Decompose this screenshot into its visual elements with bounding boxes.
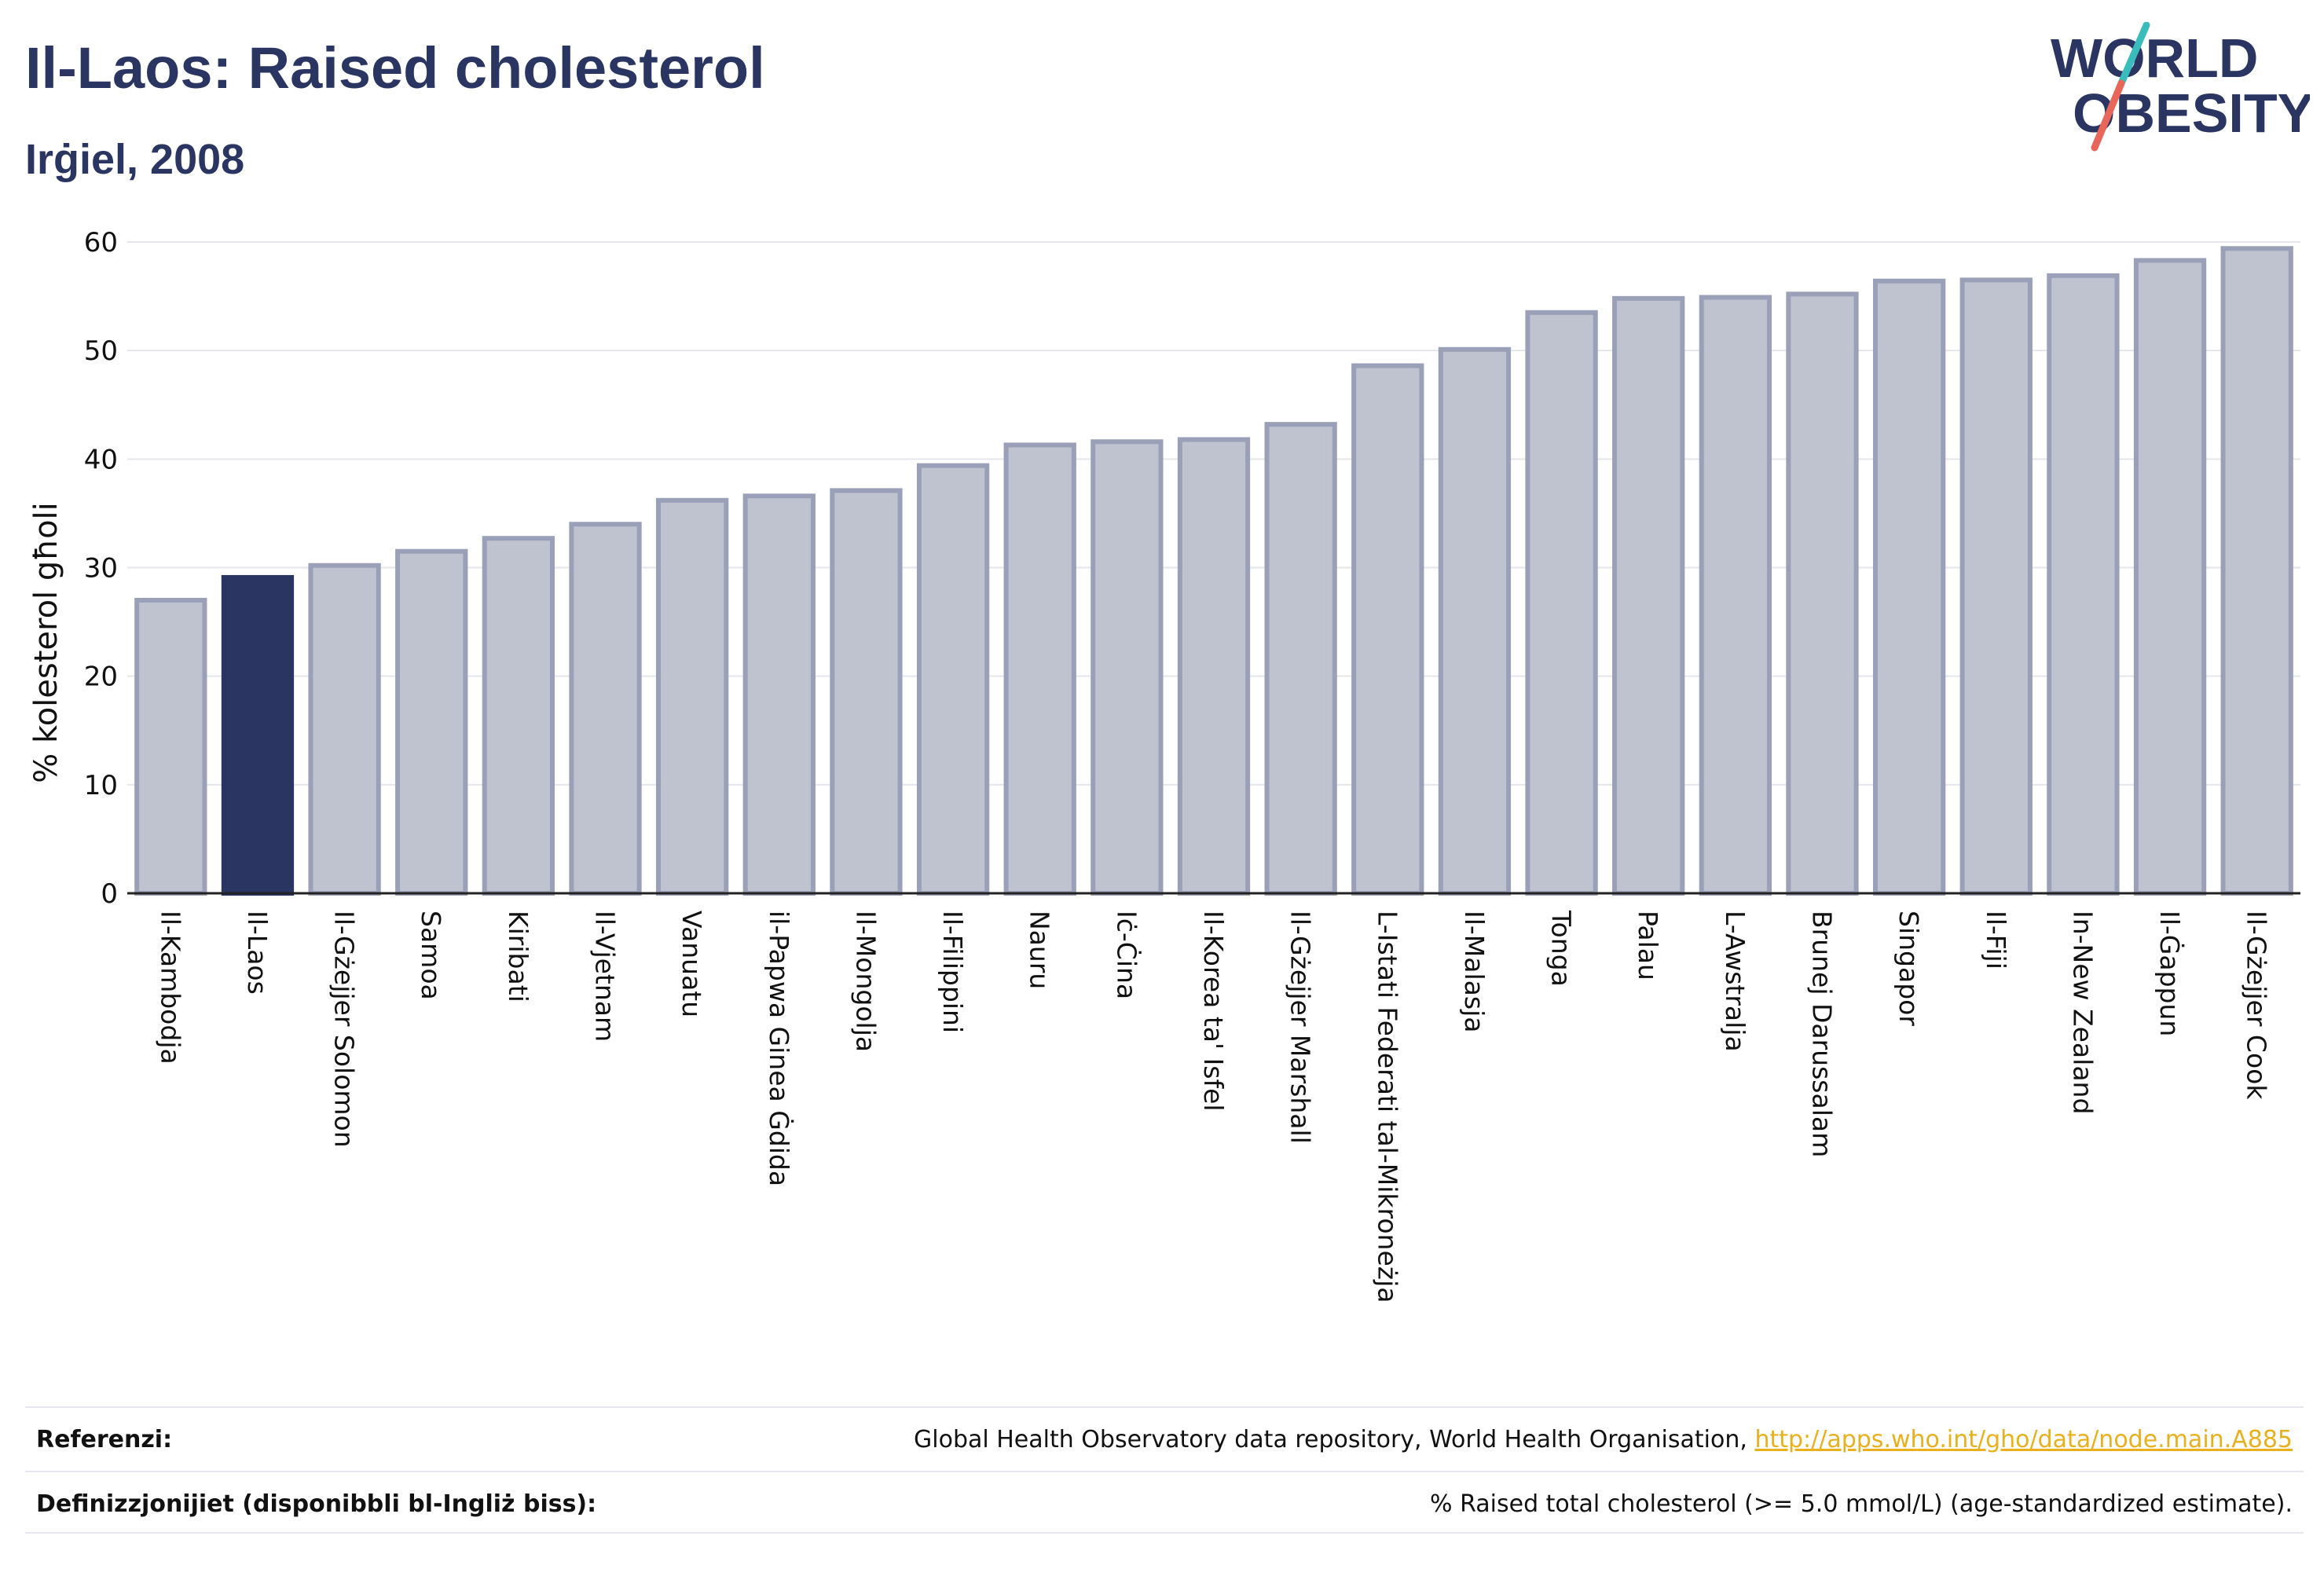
y-tick-label-4: 40 [84, 444, 118, 475]
x-category-label-0: Il-Kambodja [155, 911, 185, 1065]
x-category-label-1: Il-Laos [242, 911, 273, 995]
definitions-label: Definizzjonijiet (disponibbli bl-Ingliż … [36, 1490, 597, 1518]
references-link[interactable]: http://apps.who.int/gho/data/node.main.A… [1754, 1425, 2293, 1453]
x-category-label-19: Brunej Darussalam [1806, 911, 1837, 1157]
bar-7[interactable] [742, 493, 816, 896]
bar-chart: 0 10 20 30 40 50 60 Il-Kambodja Il-Laos Il-Gżejj… [28, 227, 2300, 1303]
bar-2[interactable] [308, 563, 381, 896]
y-tick-label-2: 20 [84, 662, 118, 693]
bars-group [134, 246, 2293, 896]
bar-10[interactable] [1003, 442, 1076, 896]
x-category-label-13: Il-Gżejjer Marshall [1285, 911, 1316, 1144]
chart-title: Il-Laos: Raised cholesterol [25, 35, 765, 101]
bar-20[interactable] [1872, 278, 1946, 896]
bar-9[interactable] [916, 463, 990, 896]
bar-12[interactable] [1177, 437, 1251, 896]
bar-16[interactable] [1525, 310, 1598, 896]
x-category-labels: Il-Kambodja Il-Laos Il-Gżejjer Solomon Samo… [155, 910, 2271, 1303]
x-category-label-6: Vanuatu [676, 911, 707, 1017]
y-tick-label-6: 60 [84, 227, 118, 258]
x-category-label-15: Il-Malasja [1459, 911, 1490, 1032]
bar-22[interactable] [2047, 273, 2120, 896]
chart-subtitle: Irġiel, 2008 [25, 136, 245, 183]
footer-definitions-row: Definizzjonijiet (disponibbli bl-Ingliż … [25, 1471, 2304, 1535]
bar-15[interactable] [1438, 346, 1512, 896]
y-tick-label-3: 30 [84, 553, 118, 585]
bar-5[interactable] [569, 522, 642, 896]
x-category-label-22: In-New Zealand [2067, 911, 2098, 1114]
logo-line-1: WORLD [2051, 27, 2258, 89]
bar-19[interactable] [1786, 291, 1859, 896]
y-axis-label: % kolesterol għoli [28, 502, 64, 783]
bar-1[interactable] [221, 574, 295, 896]
bar-17[interactable] [1612, 295, 1685, 896]
bar-14[interactable] [1351, 363, 1424, 896]
footer-bottom-rule [25, 1532, 2304, 1534]
references-value: Global Health Observatory data repositor… [914, 1426, 2304, 1453]
x-category-label-9: Il-Filippini [937, 911, 968, 1033]
y-tick-label-5: 50 [84, 335, 118, 367]
bar-0[interactable] [134, 597, 207, 896]
y-tick-label-1: 10 [84, 770, 118, 801]
bar-24[interactable] [2220, 246, 2293, 896]
x-category-label-7: il-Papwa Ginea Ġdida [764, 911, 795, 1186]
bar-3[interactable] [395, 548, 468, 896]
bar-18[interactable] [1699, 295, 1772, 896]
bar-4[interactable] [482, 536, 555, 896]
bar-8[interactable] [830, 488, 903, 896]
x-category-label-21: Il-Fiji [1981, 911, 2011, 969]
bar-13[interactable] [1264, 422, 1337, 896]
x-category-label-16: Tonga [1546, 910, 1577, 987]
x-category-label-3: Samoa [416, 911, 446, 1000]
world-obesity-logo: WORLD OBESITY [2051, 22, 2310, 152]
y-tick-labels: 0 10 20 30 40 50 60 [84, 227, 118, 910]
bar-6[interactable] [656, 497, 729, 896]
x-category-label-24: Il-Gżejjer Cook [2242, 911, 2272, 1100]
x-category-label-23: Il-Ġappun [2154, 911, 2186, 1036]
x-category-label-12: Il-Korea ta' Isfel [1198, 911, 1229, 1112]
logo-red-slash [2091, 79, 2125, 152]
references-label: Referenzi: [36, 1425, 173, 1453]
x-category-label-8: Il-Mongolja [850, 911, 881, 1052]
x-category-label-5: Il-Vjetnam [590, 911, 621, 1042]
footer-references-row: Referenzi: Global Health Observatory dat… [25, 1406, 2304, 1471]
x-category-label-14: L-Istati Federati tal-Mikroneżja [1372, 911, 1402, 1303]
x-category-label-17: Palau [1633, 911, 1663, 980]
x-category-label-4: Kiribati [503, 911, 533, 1002]
bar-11[interactable] [1091, 439, 1164, 896]
y-tick-label-0: 0 [101, 878, 118, 910]
bar-21[interactable] [1959, 277, 2033, 896]
bar-23[interactable] [2133, 258, 2207, 896]
references-text: Global Health Observatory data repositor… [914, 1425, 1755, 1453]
x-category-label-2: Il-Gżejjer Solomon [329, 911, 360, 1148]
x-category-label-20: Singapor [1893, 911, 1924, 1026]
x-category-label-10: Nauru [1025, 911, 1055, 989]
definitions-text: % Raised total cholesterol (>= 5.0 mmol/… [1430, 1490, 2293, 1518]
x-category-label-11: Iċ-Ċina [1111, 911, 1142, 999]
logo-teal-slash [2117, 22, 2150, 87]
x-category-label-18: L-Awstralja [1720, 911, 1750, 1052]
